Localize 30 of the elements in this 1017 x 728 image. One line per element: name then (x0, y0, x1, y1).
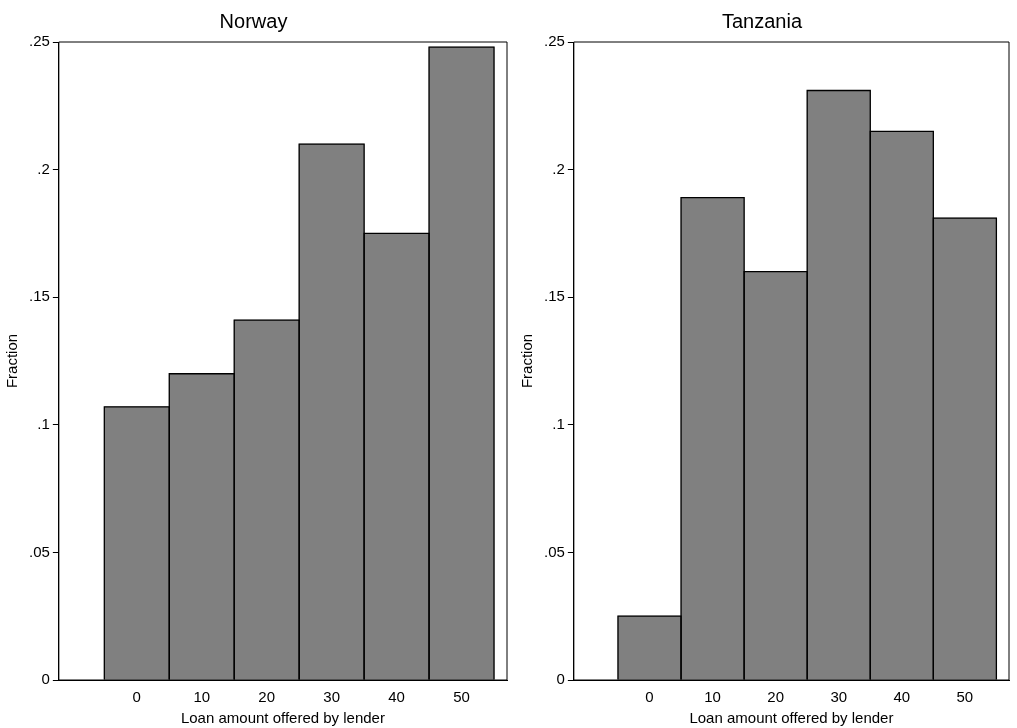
x-tick-label: 40 (893, 688, 911, 706)
x-tick-label: 40 (388, 688, 405, 706)
y-axis-title: Fraction (518, 333, 536, 389)
x-tick-label: 0 (132, 688, 141, 706)
x-tick-label: 10 (193, 688, 211, 706)
x-axis-title: Loan amount offered by lender (689, 709, 894, 727)
y-tick-label: .2 (552, 159, 565, 177)
y-tick-label: .2 (37, 159, 50, 177)
y-tick-label: 0 (556, 670, 565, 688)
y-axis-title: Fraction (3, 333, 21, 389)
chart-title: Norway (219, 9, 288, 32)
y-tick-label: .25 (543, 32, 565, 50)
chart-title: Tanzania (721, 9, 803, 32)
x-tick-label: 20 (258, 688, 276, 706)
x-tick-label: 30 (323, 688, 340, 706)
y-tick-label: .15 (543, 287, 565, 305)
x-tick-label: 30 (830, 688, 848, 706)
x-axis-title: Loan amount offered by lender (180, 709, 385, 727)
x-tick-label: 10 (704, 688, 721, 706)
x-tick-label: 50 (453, 688, 470, 706)
y-tick-label: .05 (543, 542, 565, 560)
y-tick-label: 0 (41, 670, 50, 688)
x-tick-label: 20 (767, 688, 784, 706)
y-tick-label: .05 (28, 542, 50, 560)
y-tick-label: .25 (28, 32, 50, 50)
x-tick-label: 0 (645, 688, 654, 706)
y-tick-label: .15 (28, 287, 50, 305)
y-tick-label: .1 (552, 414, 565, 432)
x-tick-label: 50 (956, 688, 974, 706)
y-tick-label: .1 (37, 414, 50, 432)
